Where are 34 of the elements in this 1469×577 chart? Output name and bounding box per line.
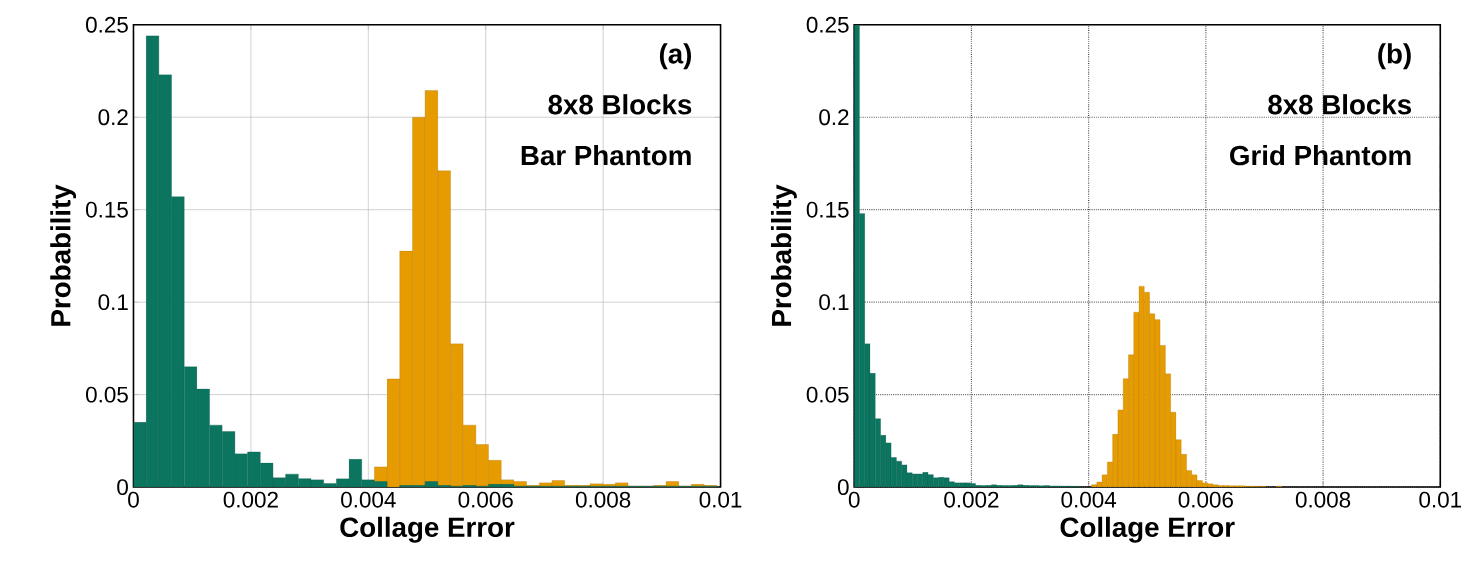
y-tick-label: 0 bbox=[117, 479, 128, 495]
x-axis-title: Collage Error bbox=[1060, 516, 1235, 543]
y-tick-label: 0.2 bbox=[819, 109, 849, 126]
x-tick-label: 0.002 bbox=[223, 491, 278, 508]
annotation: (a) bbox=[659, 43, 692, 70]
x-tick-label: 0.01 bbox=[699, 491, 742, 508]
y-tick-label: 0.25 bbox=[806, 16, 849, 33]
x-tick-label: 0.004 bbox=[341, 491, 396, 508]
x-tick-label: 0.006 bbox=[1178, 491, 1233, 508]
x-tick-label: 0.008 bbox=[1295, 491, 1351, 508]
y-tick-label: 0.05 bbox=[86, 386, 128, 403]
annotation: Grid Phantom bbox=[1230, 144, 1411, 166]
x-tick-label: 0.002 bbox=[944, 491, 999, 508]
y-axis-title: Probability bbox=[50, 184, 77, 326]
x-tick-label: 0.004 bbox=[1061, 491, 1117, 508]
x-tick-label: 0.006 bbox=[458, 491, 513, 508]
x-axis-title: Collage Error bbox=[340, 516, 515, 543]
x-tick-label: 0.01 bbox=[1419, 491, 1462, 508]
y-axis-title: Probability bbox=[770, 184, 797, 326]
y-tick-label: 0.2 bbox=[98, 109, 128, 126]
y-tick-label: 0.1 bbox=[819, 294, 849, 311]
y-tick-label: 0.25 bbox=[86, 16, 128, 33]
annotation: (b) bbox=[1378, 43, 1411, 70]
annotation: 8x8 Blocks bbox=[548, 94, 692, 115]
x-tick-label: 0 bbox=[848, 491, 860, 508]
y-tick-label: 0.1 bbox=[98, 294, 128, 311]
y-tick-label: 0 bbox=[837, 479, 849, 495]
x-tick-label: 0 bbox=[128, 491, 139, 508]
annotation: 8x8 Blocks bbox=[1268, 94, 1412, 115]
y-tick-label: 0.15 bbox=[86, 201, 128, 218]
annotation: Bar Phantom bbox=[521, 144, 691, 166]
x-tick-label: 0.008 bbox=[575, 491, 631, 508]
y-tick-label: 0.05 bbox=[806, 386, 849, 403]
y-tick-label: 0.15 bbox=[806, 201, 849, 218]
